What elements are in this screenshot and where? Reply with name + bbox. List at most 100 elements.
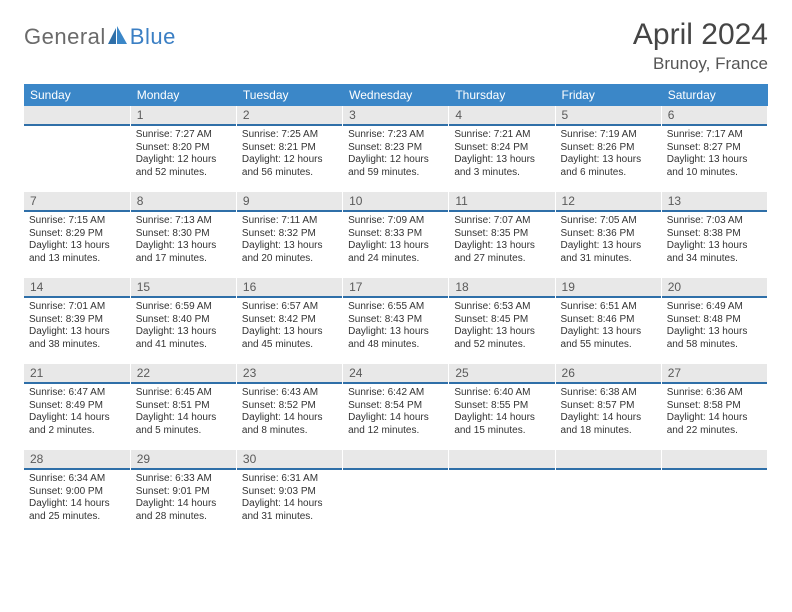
day-number: 14 (24, 278, 130, 298)
calendar-day-cell: 21Sunrise: 6:47 AMSunset: 8:49 PMDayligh… (24, 364, 130, 450)
day-details: Sunrise: 7:13 AMSunset: 8:30 PMDaylight:… (131, 212, 236, 269)
calendar-day-cell: 15Sunrise: 6:59 AMSunset: 8:40 PMDayligh… (130, 278, 236, 364)
sunrise-text: Sunrise: 6:38 AM (561, 387, 656, 400)
sunset-text: Sunset: 8:49 PM (29, 400, 125, 413)
sunrise-text: Sunrise: 6:51 AM (561, 301, 656, 314)
sunrise-text: Sunrise: 6:53 AM (454, 301, 549, 314)
day-number: 8 (131, 192, 236, 212)
sunrise-text: Sunrise: 7:11 AM (242, 215, 337, 228)
sunset-text: Sunset: 9:00 PM (29, 486, 125, 499)
sunset-text: Sunset: 8:29 PM (29, 228, 125, 241)
calendar-body: 1Sunrise: 7:27 AMSunset: 8:20 PMDaylight… (24, 106, 768, 536)
weekday-header: Tuesday (236, 84, 342, 106)
calendar-day-cell: 1Sunrise: 7:27 AMSunset: 8:20 PMDaylight… (130, 106, 236, 192)
day-number: 7 (24, 192, 130, 212)
calendar-week-row: 28Sunrise: 6:34 AMSunset: 9:00 PMDayligh… (24, 450, 768, 536)
day-number: 13 (662, 192, 767, 212)
sunset-text: Sunset: 8:48 PM (667, 314, 762, 327)
day-number: 24 (343, 364, 448, 384)
sunset-text: Sunset: 8:36 PM (561, 228, 656, 241)
daylight-text: Daylight: 13 hours and 41 minutes. (136, 326, 231, 351)
day-number: 29 (131, 450, 236, 470)
sunset-text: Sunset: 8:23 PM (348, 142, 443, 155)
daylight-text: Daylight: 13 hours and 55 minutes. (561, 326, 656, 351)
day-details: Sunrise: 6:42 AMSunset: 8:54 PMDaylight:… (343, 384, 448, 441)
calendar-day-cell: 7Sunrise: 7:15 AMSunset: 8:29 PMDaylight… (24, 192, 130, 278)
daylight-text: Daylight: 14 hours and 25 minutes. (29, 498, 125, 523)
calendar-week-row: 14Sunrise: 7:01 AMSunset: 8:39 PMDayligh… (24, 278, 768, 364)
sunrise-text: Sunrise: 6:34 AM (29, 473, 125, 486)
sunrise-text: Sunrise: 6:47 AM (29, 387, 125, 400)
day-number: 6 (662, 106, 767, 126)
daylight-text: Daylight: 13 hours and 31 minutes. (561, 240, 656, 265)
day-details: Sunrise: 7:19 AMSunset: 8:26 PMDaylight:… (556, 126, 661, 183)
day-details: Sunrise: 6:49 AMSunset: 8:48 PMDaylight:… (662, 298, 767, 355)
day-details: Sunrise: 6:34 AMSunset: 9:00 PMDaylight:… (24, 470, 130, 527)
sunrise-text: Sunrise: 6:43 AM (242, 387, 337, 400)
day-details: Sunrise: 7:05 AMSunset: 8:36 PMDaylight:… (556, 212, 661, 269)
calendar-day-cell: 11Sunrise: 7:07 AMSunset: 8:35 PMDayligh… (449, 192, 555, 278)
calendar-day-cell: 3Sunrise: 7:23 AMSunset: 8:23 PMDaylight… (343, 106, 449, 192)
daylight-text: Daylight: 14 hours and 5 minutes. (136, 412, 231, 437)
sunset-text: Sunset: 8:58 PM (667, 400, 762, 413)
day-number: 28 (24, 450, 130, 470)
day-number (343, 450, 448, 470)
weekday-header: Sunday (24, 84, 130, 106)
day-number: 17 (343, 278, 448, 298)
calendar-day-cell: 6Sunrise: 7:17 AMSunset: 8:27 PMDaylight… (661, 106, 767, 192)
daylight-text: Daylight: 14 hours and 12 minutes. (348, 412, 443, 437)
calendar-table: Sunday Monday Tuesday Wednesday Thursday… (24, 84, 768, 536)
daylight-text: Daylight: 13 hours and 45 minutes. (242, 326, 337, 351)
sunrise-text: Sunrise: 6:57 AM (242, 301, 337, 314)
day-number: 1 (131, 106, 236, 126)
day-details: Sunrise: 6:55 AMSunset: 8:43 PMDaylight:… (343, 298, 448, 355)
calendar-day-cell (449, 450, 555, 536)
sunset-text: Sunset: 8:24 PM (454, 142, 549, 155)
day-details: Sunrise: 7:25 AMSunset: 8:21 PMDaylight:… (237, 126, 342, 183)
day-details (556, 470, 661, 526)
day-details (343, 470, 448, 526)
calendar-day-cell: 25Sunrise: 6:40 AMSunset: 8:55 PMDayligh… (449, 364, 555, 450)
sunset-text: Sunset: 8:51 PM (136, 400, 231, 413)
calendar-day-cell: 19Sunrise: 6:51 AMSunset: 8:46 PMDayligh… (555, 278, 661, 364)
daylight-text: Daylight: 13 hours and 10 minutes. (667, 154, 762, 179)
sunrise-text: Sunrise: 6:31 AM (242, 473, 337, 486)
calendar-day-cell (555, 450, 661, 536)
sunrise-text: Sunrise: 7:03 AM (667, 215, 762, 228)
calendar-day-cell: 12Sunrise: 7:05 AMSunset: 8:36 PMDayligh… (555, 192, 661, 278)
day-details: Sunrise: 6:38 AMSunset: 8:57 PMDaylight:… (556, 384, 661, 441)
daylight-text: Daylight: 13 hours and 24 minutes. (348, 240, 443, 265)
day-details: Sunrise: 6:40 AMSunset: 8:55 PMDaylight:… (449, 384, 554, 441)
day-details (24, 126, 130, 182)
sunset-text: Sunset: 8:40 PM (136, 314, 231, 327)
calendar-day-cell: 28Sunrise: 6:34 AMSunset: 9:00 PMDayligh… (24, 450, 130, 536)
title-block: April 2024 Brunoy, France (633, 18, 768, 74)
day-details (662, 470, 767, 526)
sunset-text: Sunset: 8:42 PM (242, 314, 337, 327)
calendar-day-cell: 16Sunrise: 6:57 AMSunset: 8:42 PMDayligh… (236, 278, 342, 364)
sunset-text: Sunset: 8:43 PM (348, 314, 443, 327)
day-number: 4 (449, 106, 554, 126)
logo-sail-icon (108, 26, 128, 49)
daylight-text: Daylight: 13 hours and 48 minutes. (348, 326, 443, 351)
daylight-text: Daylight: 12 hours and 59 minutes. (348, 154, 443, 179)
calendar-day-cell: 24Sunrise: 6:42 AMSunset: 8:54 PMDayligh… (343, 364, 449, 450)
day-details: Sunrise: 7:21 AMSunset: 8:24 PMDaylight:… (449, 126, 554, 183)
daylight-text: Daylight: 13 hours and 3 minutes. (454, 154, 549, 179)
daylight-text: Daylight: 14 hours and 18 minutes. (561, 412, 656, 437)
calendar-day-cell: 30Sunrise: 6:31 AMSunset: 9:03 PMDayligh… (236, 450, 342, 536)
sunset-text: Sunset: 8:54 PM (348, 400, 443, 413)
day-number: 20 (662, 278, 767, 298)
sunrise-text: Sunrise: 7:05 AM (561, 215, 656, 228)
day-number (556, 450, 661, 470)
sunrise-text: Sunrise: 6:49 AM (667, 301, 762, 314)
sunset-text: Sunset: 8:57 PM (561, 400, 656, 413)
day-number: 3 (343, 106, 448, 126)
sunrise-text: Sunrise: 7:15 AM (29, 215, 125, 228)
calendar-day-cell: 18Sunrise: 6:53 AMSunset: 8:45 PMDayligh… (449, 278, 555, 364)
sunrise-text: Sunrise: 7:25 AM (242, 129, 337, 142)
sunrise-text: Sunrise: 7:17 AM (667, 129, 762, 142)
calendar-day-cell: 9Sunrise: 7:11 AMSunset: 8:32 PMDaylight… (236, 192, 342, 278)
calendar-day-cell: 2Sunrise: 7:25 AMSunset: 8:21 PMDaylight… (236, 106, 342, 192)
day-number: 30 (237, 450, 342, 470)
